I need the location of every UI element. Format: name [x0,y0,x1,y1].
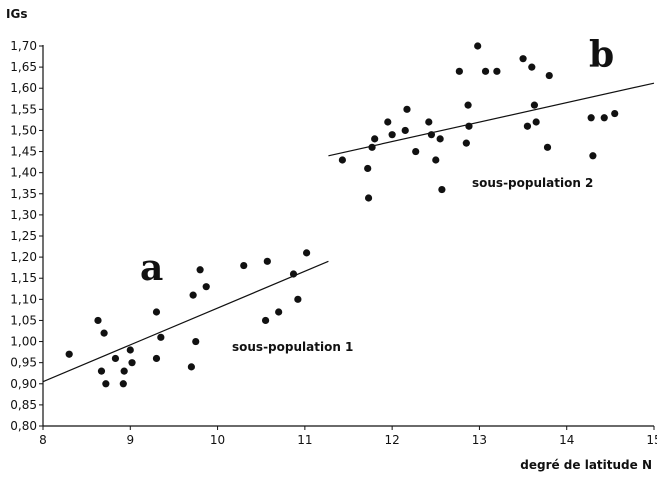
y-tick-label: 1,35 [10,187,37,201]
y-tick-label: 1,45 [10,145,37,159]
y-tick-label: 1,15 [10,271,37,285]
data-point [364,194,373,202]
y-tick-label: 1,00 [10,335,37,349]
data-point [263,257,271,265]
y-tick-label: 0,95 [10,356,37,370]
y-axis-title: IGs [6,7,27,21]
data-point [157,333,165,341]
data-point [294,295,302,303]
y-tick-label: 1,20 [10,250,37,264]
data-point [530,101,539,109]
data-point [152,308,161,316]
subpopulation-1-label: sous-population 1 [232,340,353,354]
data-point [438,185,446,194]
x-tick-label: 15 [646,433,657,447]
data-point [126,346,134,354]
y-tick-label: 1,25 [10,229,37,243]
x-axis-ticks: 8 9 10 11 12 13 14 15 [39,426,657,447]
data-point [303,249,311,257]
y-axis-ticks: 0,80 0,85 0,90 0,95 1,00 1,05 1,10 1,15 1,20 1,25… [10,39,43,433]
x-tick-label: 11 [297,433,312,447]
subpopulation-2-label: sous-population 2 [472,176,593,190]
data-point [493,67,501,75]
y-tick-label: 1,60 [10,81,37,95]
data-point [384,118,392,126]
x-tick-label: 9 [126,433,134,447]
y-tick-label: 1,05 [10,313,37,327]
data-point [111,354,120,363]
x-tick-label: 8 [39,433,47,447]
label-b: b [589,34,614,76]
y-tick-label: 1,65 [10,60,37,74]
data-point [481,67,490,75]
data-point [403,105,411,113]
data-point [436,135,444,143]
x-tick-label: 14 [559,433,574,447]
data-point [338,156,346,164]
data-point [523,122,532,130]
data-point [589,152,597,160]
data-point [462,139,470,147]
data-point [289,270,298,278]
x-tick-label: 12 [385,433,400,447]
data-point [465,122,473,130]
data-point [196,266,204,274]
data-points [65,42,619,388]
data-point [364,164,372,173]
regression-lines [42,82,655,383]
data-point [528,63,536,71]
data-point [102,380,110,388]
data-point [119,380,127,388]
data-point [388,131,396,139]
data-point [519,55,527,63]
data-point [275,308,283,316]
y-tick-label: 1,10 [10,292,37,306]
data-point [543,143,552,151]
data-point [187,363,195,371]
data-point [192,337,200,346]
data-point [464,101,472,109]
y-tick-label: 0,85 [10,398,37,412]
y-tick-label: 1,30 [10,208,37,222]
y-tick-label: 1,50 [10,123,37,137]
data-point [368,143,376,151]
data-point [152,354,161,363]
data-point [412,147,420,156]
data-point [545,71,553,80]
fit-line-subpopulation-2 [328,82,655,157]
data-point [128,359,136,367]
data-point [261,316,270,325]
data-point [240,261,248,270]
data-point [600,114,608,122]
data-point [371,135,379,143]
plot-frame [42,45,654,427]
data-point [94,316,102,325]
data-point [100,329,108,337]
y-tick-label: 1,70 [10,39,37,53]
data-point [97,367,106,375]
data-point [202,283,210,291]
y-tick-label: 1,40 [10,166,37,180]
data-point [611,109,619,118]
data-point [401,126,409,135]
y-tick-label: 0,90 [10,377,37,391]
label-a: a [140,247,163,289]
data-point [427,131,436,139]
fit-line-subpopulation-1 [42,260,329,383]
y-tick-label: 0,80 [10,419,37,433]
x-axis-title: degré de latitude N [520,458,652,472]
data-point [474,42,482,50]
data-point [189,291,197,299]
y-tick-label: 1,55 [10,102,37,116]
data-point [65,350,73,358]
data-point [432,156,440,164]
x-tick-label: 10 [210,433,225,447]
data-point [120,367,128,375]
data-point [587,114,595,122]
data-point [532,118,540,126]
data-point [425,118,433,126]
data-point [455,67,463,75]
x-tick-label: 13 [472,433,487,447]
